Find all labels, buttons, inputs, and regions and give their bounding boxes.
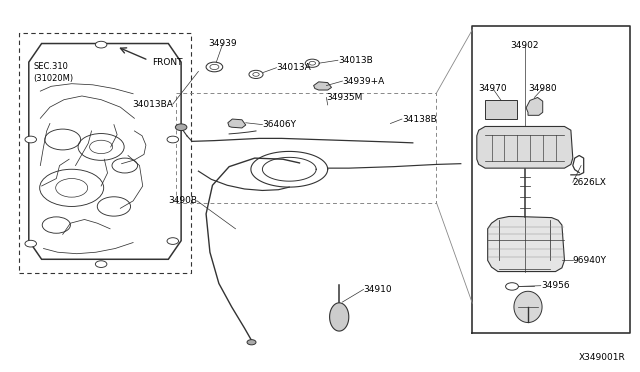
Text: 34013A: 34013A (276, 63, 311, 72)
Polygon shape (228, 119, 246, 128)
Text: 34939: 34939 (209, 39, 237, 48)
Text: 34013B: 34013B (338, 56, 372, 65)
Text: 36406Y: 36406Y (262, 120, 296, 129)
Polygon shape (314, 82, 332, 90)
Text: FRONT: FRONT (152, 58, 183, 67)
Text: 34013BA: 34013BA (132, 100, 173, 109)
Circle shape (175, 124, 187, 131)
Circle shape (95, 41, 107, 48)
Text: 34980: 34980 (529, 84, 557, 93)
Polygon shape (488, 217, 564, 272)
Text: 34956: 34956 (541, 281, 570, 290)
Circle shape (247, 340, 256, 345)
Text: 3490B: 3490B (168, 196, 197, 205)
Circle shape (506, 283, 518, 290)
Polygon shape (526, 97, 543, 115)
Text: 34939+A: 34939+A (342, 77, 385, 86)
Circle shape (95, 261, 107, 267)
Text: 34935M: 34935M (326, 93, 363, 102)
Polygon shape (330, 303, 349, 331)
Circle shape (25, 240, 36, 247)
Circle shape (25, 136, 36, 143)
Text: 34138B: 34138B (402, 115, 436, 124)
Text: 2626LX: 2626LX (573, 178, 607, 187)
Polygon shape (485, 100, 517, 119)
Text: SEC.310: SEC.310 (33, 62, 68, 71)
Text: (31020M): (31020M) (33, 74, 74, 83)
Text: X349001R: X349001R (579, 353, 626, 362)
Circle shape (167, 238, 179, 244)
Circle shape (167, 136, 179, 143)
Polygon shape (477, 126, 573, 168)
Polygon shape (514, 291, 542, 323)
Text: 34910: 34910 (364, 285, 392, 294)
Text: 34902: 34902 (511, 41, 539, 50)
Text: 34970: 34970 (479, 84, 507, 93)
Text: 96940Y: 96940Y (573, 256, 607, 265)
